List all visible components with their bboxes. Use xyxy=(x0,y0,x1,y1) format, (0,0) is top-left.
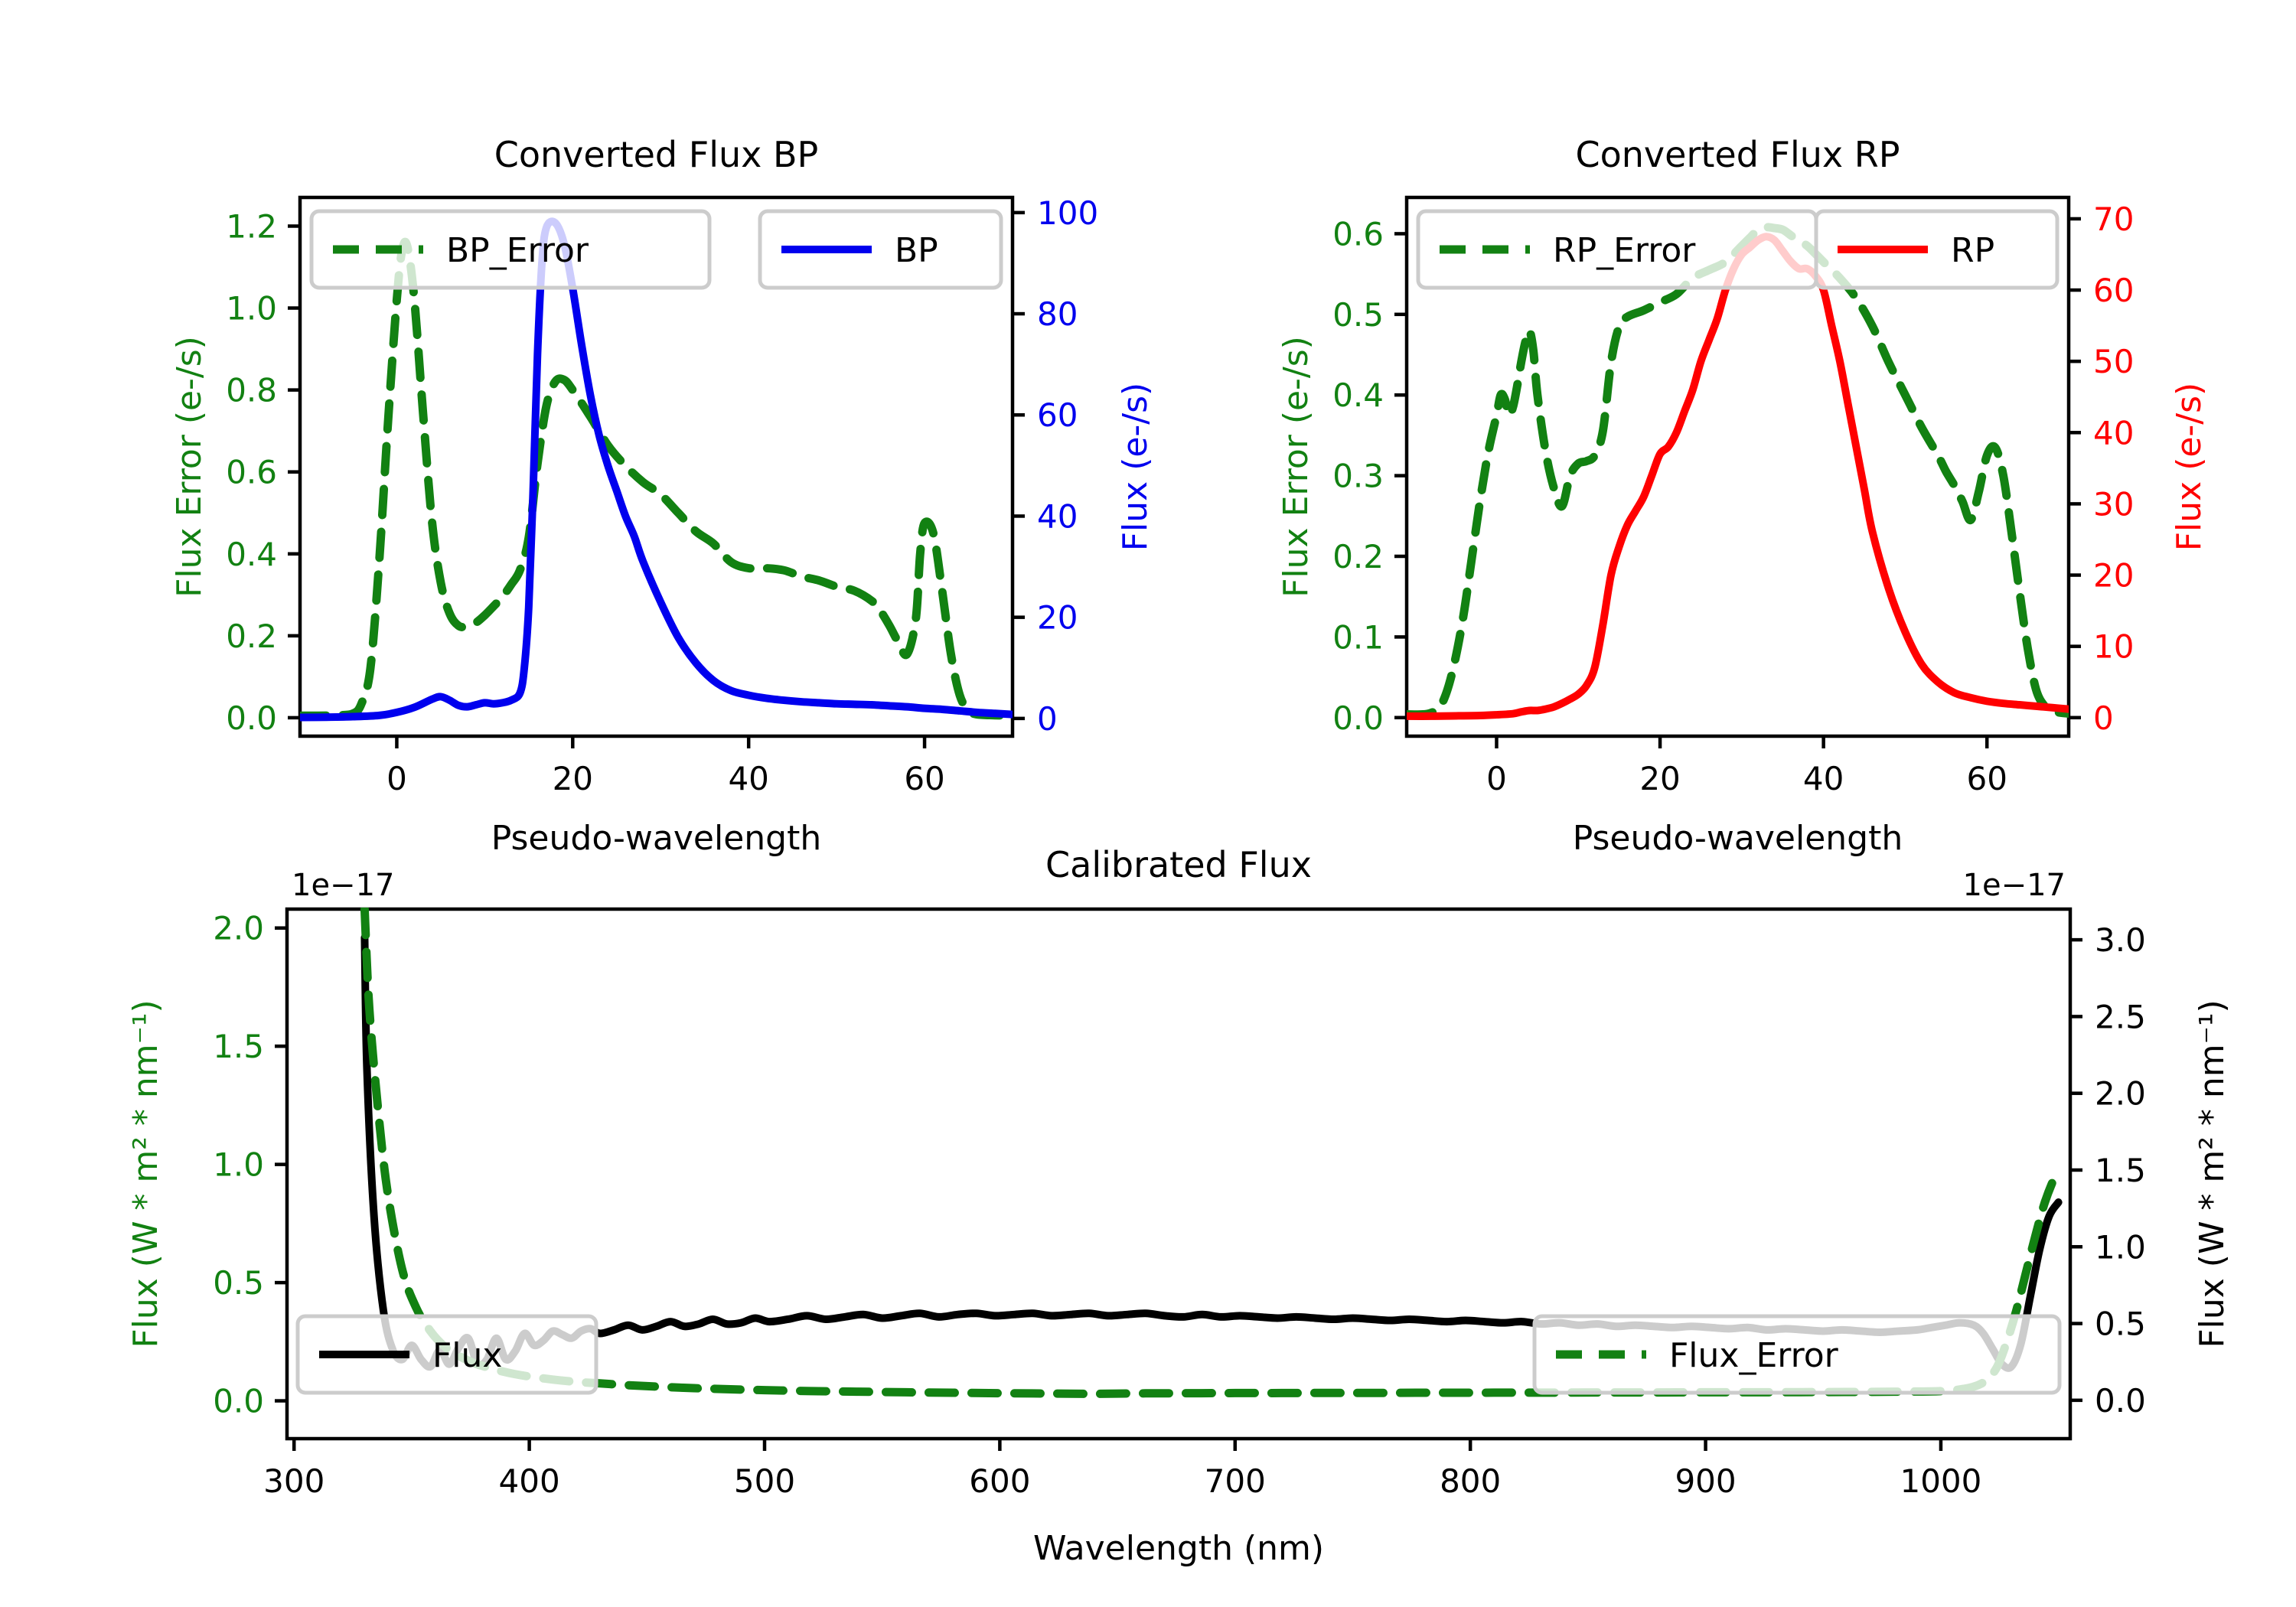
x-tick-label: 1000 xyxy=(1900,1462,1981,1500)
y-tick-label-left: 0.2 xyxy=(1332,538,1384,575)
y-tick-label-left: 1.0 xyxy=(226,290,277,328)
y-tick-label-left: 0.6 xyxy=(1332,215,1384,253)
cal-legend-error-box[interactable] xyxy=(1532,1314,2062,1395)
rp-series-0 xyxy=(1407,223,2069,719)
rp-xlabel: Pseudo-wavelength xyxy=(1573,819,1903,858)
y-tick-label-right: 2.5 xyxy=(2095,998,2146,1035)
x-tick-label: 0 xyxy=(386,760,407,797)
y-tick-label-right: 60 xyxy=(1037,396,1078,434)
y-tick-label-right: 3.0 xyxy=(2095,921,2146,959)
y-tick-label-right: 2.0 xyxy=(2095,1075,2146,1113)
y-tick-label-left: 0.2 xyxy=(226,618,277,655)
x-tick-label: 400 xyxy=(499,1462,560,1500)
rp-ylabel-right: Flux (e-/s) xyxy=(2170,383,2209,551)
x-tick-label: 60 xyxy=(904,760,944,797)
cal-offset-right: 1e−17 xyxy=(1963,868,2066,903)
cal-axes-frame xyxy=(285,907,2073,1441)
y-tick-label-right: 70 xyxy=(2093,200,2134,238)
y-tick-label-right: 60 xyxy=(2093,272,2134,309)
y-tick-label-left: 0.0 xyxy=(226,699,277,737)
y-tick-label-left: 1.5 xyxy=(213,1028,264,1065)
y-tick-label-right: 20 xyxy=(2093,557,2134,595)
cal-legend-flux-box[interactable] xyxy=(295,1314,598,1395)
x-tick-label: 20 xyxy=(1639,760,1680,797)
y-tick-label-left: 0.5 xyxy=(213,1264,264,1302)
x-tick-label: 500 xyxy=(734,1462,795,1500)
y-tick-label-right: 0 xyxy=(2093,699,2114,737)
bp-axes-frame xyxy=(298,195,1015,738)
cal-legend-error-label: Flux_Error xyxy=(1669,1336,1839,1375)
x-tick-label: 300 xyxy=(263,1462,325,1500)
bp-legend-flux-label: BP xyxy=(895,231,938,270)
y-tick-label-left: 0.8 xyxy=(226,372,277,409)
y-tick-label-right: 0 xyxy=(1037,700,1058,738)
bp-legend-flux-box[interactable] xyxy=(758,209,1003,290)
rp-legend-flux-label: RP xyxy=(1951,231,1994,270)
y-tick-label-left: 0.1 xyxy=(1332,618,1384,656)
y-tick-label-left: 0.0 xyxy=(1332,699,1384,737)
y-tick-label-left: 0.0 xyxy=(213,1383,264,1420)
x-tick-label: 700 xyxy=(1205,1462,1266,1500)
rp-ylabel-left: Flux Error (e-/s) xyxy=(1277,336,1316,598)
bp-ylabel-right: Flux (e-/s) xyxy=(1116,383,1155,551)
y-tick-label-left: 0.4 xyxy=(1332,376,1384,414)
y-tick-label-left: 0.6 xyxy=(226,454,277,491)
y-tick-label-left: 0.3 xyxy=(1332,458,1384,495)
x-tick-label: 0 xyxy=(1486,760,1507,797)
cal-ylabel-right: Flux (W * m² * nm⁻¹) xyxy=(2193,999,2232,1348)
y-tick-label-right: 1.0 xyxy=(2095,1228,2146,1266)
cal-ylabel-left: Flux (W * m² * nm⁻¹) xyxy=(126,999,165,1348)
y-tick-label-right: 0.5 xyxy=(2095,1305,2146,1343)
y-tick-label-right: 1.5 xyxy=(2095,1152,2146,1189)
x-tick-label: 20 xyxy=(553,760,593,797)
cal-legend-flux-label: Flux xyxy=(432,1336,502,1375)
y-tick-label-right: 40 xyxy=(2093,414,2134,451)
cal-xlabel: Wavelength (nm) xyxy=(1033,1529,1324,1568)
x-tick-label: 600 xyxy=(969,1462,1030,1500)
y-tick-label-right: 30 xyxy=(2093,485,2134,523)
bp-series-1 xyxy=(300,217,1013,722)
y-tick-label-right: 50 xyxy=(2093,343,2134,380)
cal-offset-left: 1e−17 xyxy=(292,868,394,903)
bp-legend-error-box[interactable] xyxy=(309,209,712,290)
bp-title: Converted Flux BP xyxy=(494,134,819,175)
rp-legend-flux-box[interactable] xyxy=(1814,209,2060,290)
rp-series-1 xyxy=(1407,233,2069,720)
y-tick-label-left: 0.5 xyxy=(1332,296,1384,334)
y-tick-label-right: 40 xyxy=(1037,497,1078,535)
x-tick-label: 60 xyxy=(1966,760,2007,797)
bp-ylabel-left: Flux Error (e-/s) xyxy=(170,336,209,598)
bp-series-0 xyxy=(300,237,1013,720)
rp-title: Converted Flux RP xyxy=(1576,134,1900,175)
y-tick-label-left: 0.4 xyxy=(226,536,277,573)
x-tick-label: 40 xyxy=(728,760,768,797)
bp-xlabel: Pseudo-wavelength xyxy=(491,819,822,858)
x-tick-label: 40 xyxy=(1803,760,1844,797)
y-tick-label-right: 0.0 xyxy=(2095,1382,2146,1420)
y-tick-label-right: 80 xyxy=(1037,295,1078,333)
x-tick-label: 900 xyxy=(1675,1462,1736,1500)
x-tick-label: 800 xyxy=(1440,1462,1501,1500)
y-tick-label-left: 2.0 xyxy=(213,910,264,947)
rp-axes-frame xyxy=(1404,195,2071,738)
cal-title: Calibrated Flux xyxy=(1045,844,1312,885)
y-tick-label-left: 1.2 xyxy=(226,207,277,245)
rp-legend-error-label: RP_Error xyxy=(1553,231,1696,270)
bp-legend-error-label: BP_Error xyxy=(446,231,589,270)
y-tick-label-left: 1.0 xyxy=(213,1146,264,1184)
y-tick-label-right: 10 xyxy=(2093,628,2134,666)
y-tick-label-right: 20 xyxy=(1037,599,1078,637)
cal-series-0 xyxy=(360,934,2063,1372)
y-tick-label-right: 100 xyxy=(1037,194,1098,232)
